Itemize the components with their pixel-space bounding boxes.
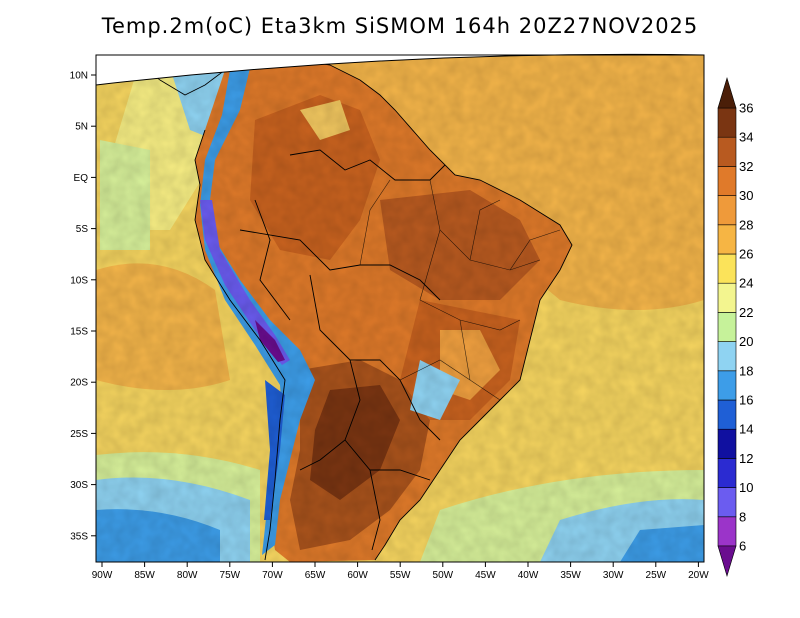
map-title: Temp.2m(oC) Eta3km SiSMOM 164h 20Z27NOV2… [101, 14, 699, 38]
longitude-label: 20W [688, 570, 709, 581]
longitude-label: 75W [220, 570, 241, 581]
colorbar-label: 8 [739, 509, 746, 524]
temperature-field [96, 54, 704, 562]
colorbar-label: 12 [739, 451, 753, 466]
colorbar-bin [717, 195, 737, 226]
longitude-label: 55W [390, 570, 411, 581]
colorbar-bin [717, 428, 737, 459]
latitude-label: 25S [70, 429, 88, 440]
longitude-label: 90W [92, 570, 113, 581]
latitude-label: 20S [70, 378, 88, 389]
colorbar-label: 20 [739, 334, 753, 349]
colorbar-label: 10 [739, 480, 753, 495]
latitude-label: 10S [70, 275, 88, 286]
longitude-label: 30W [603, 570, 624, 581]
latitude-label: 15S [70, 327, 88, 338]
state-borders [359, 179, 561, 401]
colorbar-bin [717, 458, 737, 488]
colorbar-label: 22 [739, 305, 753, 320]
latitude-label: 5N [75, 122, 88, 133]
longitude-label: 65W [305, 570, 326, 581]
colorbar-label: 14 [739, 422, 753, 437]
colorbar-label: 18 [739, 363, 753, 378]
colorbar-bin [717, 312, 737, 342]
colorbar: 6 8 10 12 14 16 18 20 22 24 26 28 30 32 34 36 [717, 76, 753, 578]
latitude-label: 10N [70, 71, 88, 82]
colorbar-bin [717, 516, 737, 547]
colorbar-bin [717, 166, 737, 196]
longitude-label: 50W [433, 570, 454, 581]
longitude-axis: 90W 85W 80W 75W 70W 65W 60W 55W 50W 45W 40W 35W 30W 2… [92, 562, 709, 581]
latitude-label: 35S [70, 531, 88, 542]
colorbar-label: 6 [739, 539, 746, 554]
colorbar-bin [717, 136, 737, 167]
colorbar-bin [717, 224, 737, 255]
longitude-label: 70W [262, 570, 283, 581]
field-texture [96, 54, 704, 562]
longitude-label: 85W [134, 570, 155, 581]
colorbar-label: 16 [739, 393, 753, 408]
colorbar-label: 32 [739, 159, 753, 174]
longitude-label: 40W [518, 570, 539, 581]
colorbar-label: 30 [739, 188, 753, 203]
colorbar-label: 28 [739, 217, 753, 232]
colorbar-label: 26 [739, 247, 753, 262]
colorbar-bin [717, 253, 737, 284]
latitude-label: 5S [76, 224, 89, 235]
colorbar-label: 24 [739, 276, 753, 291]
longitude-label: 60W [347, 570, 368, 581]
colorbar-bin [717, 282, 737, 313]
colorbar-bin [717, 487, 737, 518]
colorbar-bin [717, 341, 737, 372]
latitude-label: 30S [70, 480, 88, 491]
longitude-label: 80W [177, 570, 198, 581]
colorbar-bin [717, 399, 737, 430]
colorbar-label: 36 [739, 101, 753, 116]
latitude-label: EQ [74, 173, 89, 184]
colorbar-bin [717, 370, 737, 401]
colorbar-min-arrow [717, 545, 737, 578]
colorbar-max-arrow [717, 76, 737, 109]
colorbar-bin [717, 107, 737, 138]
longitude-label: 25W [646, 570, 667, 581]
latitude-axis: 10N 5N EQ 5S 10S 15S 20S 25S 30S 35S [70, 71, 96, 542]
longitude-label: 45W [475, 570, 496, 581]
colorbar-label: 34 [739, 130, 753, 145]
longitude-label: 35W [560, 570, 581, 581]
